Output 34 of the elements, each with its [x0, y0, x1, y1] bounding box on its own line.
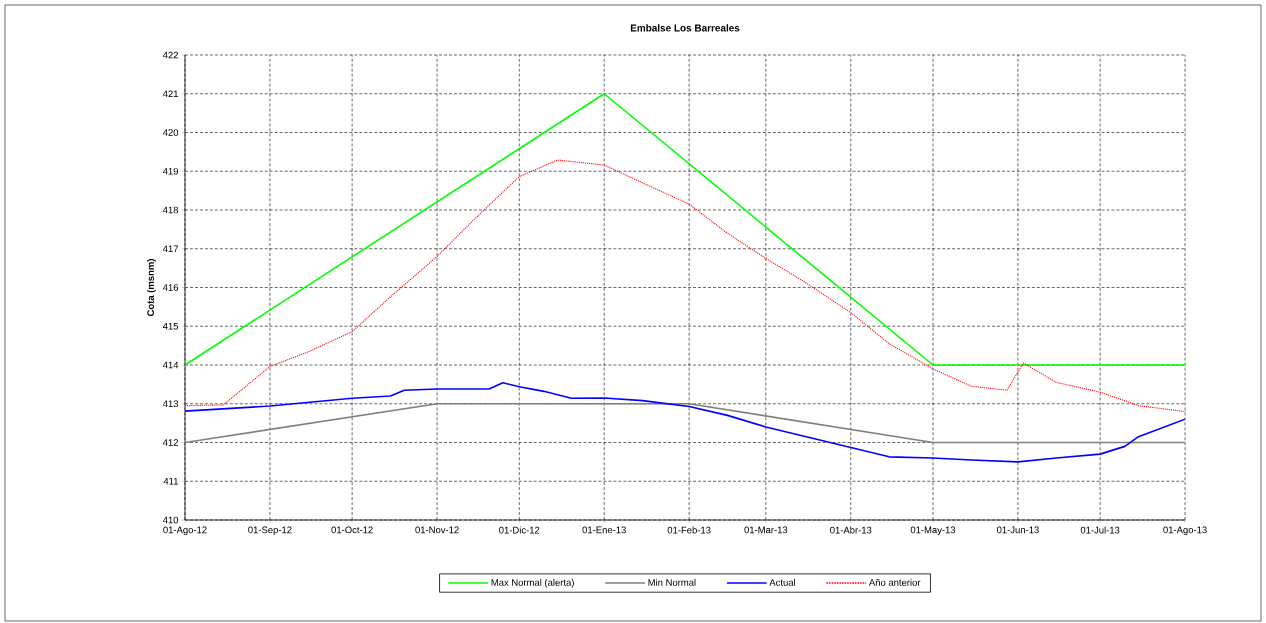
y-tick-label: 412: [162, 439, 179, 446]
x-tick-label: 01-Jul-13: [1080, 526, 1120, 534]
x-tick-label: 01-Abr-13: [830, 526, 872, 534]
x-tick-label: 01-Mar-13: [744, 526, 788, 534]
legend-label: Min Normal: [648, 578, 696, 586]
x-tick-label: 01-Jun-13: [996, 526, 1039, 534]
x-tick-label: 01-Ene-13: [582, 526, 626, 534]
y-axis-title: Cota (msnm): [147, 259, 156, 317]
y-tick-label: 416: [162, 284, 179, 291]
y-tick-label: 420: [162, 129, 179, 136]
x-tick-label: 01-Sep-12: [248, 526, 292, 536]
legend-label: Max Normal (alerta): [491, 578, 574, 588]
x-tick-label: 01-Ago-12: [163, 526, 207, 536]
line-series: [185, 382, 1186, 463]
y-tick-label: 419: [162, 167, 179, 175]
y-tick-label: 410: [162, 516, 179, 524]
legend-label: Año anterior: [868, 578, 921, 586]
y-tick-label: 422: [162, 51, 179, 59]
chart-title: Embalse Los Barreales: [630, 24, 740, 32]
y-tick-label: 417: [162, 245, 179, 252]
line-series: [185, 159, 1186, 413]
x-tick-label: 01-Ago-13: [1163, 526, 1207, 536]
y-tick-label: 413: [162, 400, 179, 408]
y-tick-label: 414: [162, 361, 179, 369]
x-tick-label: 01-Feb-13: [667, 526, 711, 534]
x-tick-label: 01-Oct-12: [331, 526, 373, 534]
x-tick-label: 01-May-13: [910, 526, 956, 536]
y-tick-label: 411: [163, 477, 179, 485]
x-tick-label: 01-Dic-12: [499, 526, 540, 534]
legend-label: Actual: [769, 578, 796, 586]
y-tick-label: 415: [162, 322, 179, 330]
y-tick-label: 421: [162, 90, 179, 98]
y-tick-label: 418: [162, 206, 179, 214]
x-tick-label: 01-Nov-12: [415, 526, 459, 534]
